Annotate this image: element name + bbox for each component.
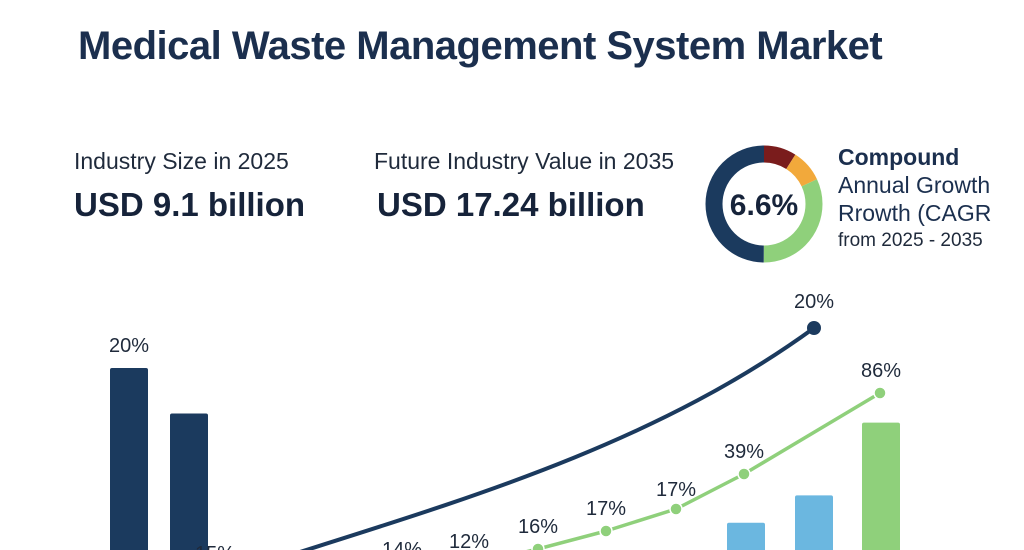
donut-segment-3 <box>705 145 823 263</box>
series-point-green-4 <box>737 467 751 481</box>
donut-segment-4 <box>705 145 823 263</box>
cagr-label-line-1: Compound <box>838 144 960 170</box>
bar-label-5: 86% <box>861 360 901 382</box>
series-label-dark-3: 20% <box>794 291 834 313</box>
bar-1 <box>110 368 148 550</box>
bar-label-1: 20% <box>109 335 149 357</box>
series-label-green-3: 17% <box>656 479 696 501</box>
future-value-label: Future Industry Value in 2035 <box>374 148 675 174</box>
series-point-green-3 <box>669 502 683 516</box>
bar-label-2: 15% <box>195 543 235 550</box>
series-point-dark-end <box>807 321 821 335</box>
series-point-green-5 <box>873 386 887 400</box>
chart-lines <box>299 321 887 550</box>
bar-5 <box>862 422 900 550</box>
future-value-value: USD 17.24 billion <box>377 186 645 223</box>
series-line-green <box>526 391 881 550</box>
cagr-donut-segments <box>705 145 823 263</box>
series-label-dark-2: 12% <box>449 531 489 550</box>
growth-chart: 20% 15% 86% 14% 12% 20% 16% 17% 17% 39% <box>109 291 901 550</box>
cagr-value: 6.6% <box>730 189 798 222</box>
current-size-label: Industry Size in 2025 <box>74 148 289 174</box>
series-label-green-2: 17% <box>586 498 626 520</box>
page-title: Medical Waste Management System Market <box>78 24 883 68</box>
bar-3 <box>727 522 765 550</box>
series-label-green-1: 16% <box>518 516 558 538</box>
current-size-value: USD 9.1 billion <box>74 186 306 223</box>
cagr-label-line-2: Annual Growth <box>838 172 991 198</box>
cagr-label: Compound Annual Growth Rrowth (CAGR from… <box>838 143 991 255</box>
donut-hole <box>723 163 805 245</box>
series-label-green-4: 39% <box>724 441 764 463</box>
cagr-label-line-4: from 2025 - 2035 <box>838 230 983 251</box>
cagr-donut: 6.6% <box>705 145 823 263</box>
bar-4 <box>795 495 833 550</box>
series-label-dark-1: 14% <box>382 539 422 550</box>
series-line-dark <box>299 326 816 550</box>
cagr-label-line-3: Rrowth (CAGR <box>838 200 992 226</box>
chart-labels: 20% 15% 86% 14% 12% 20% 16% 17% 17% 39% <box>109 291 901 550</box>
chart-bars <box>110 368 900 550</box>
series-point-green-1 <box>531 542 545 550</box>
bar-2 <box>170 413 208 550</box>
series-point-green-2 <box>599 524 613 538</box>
